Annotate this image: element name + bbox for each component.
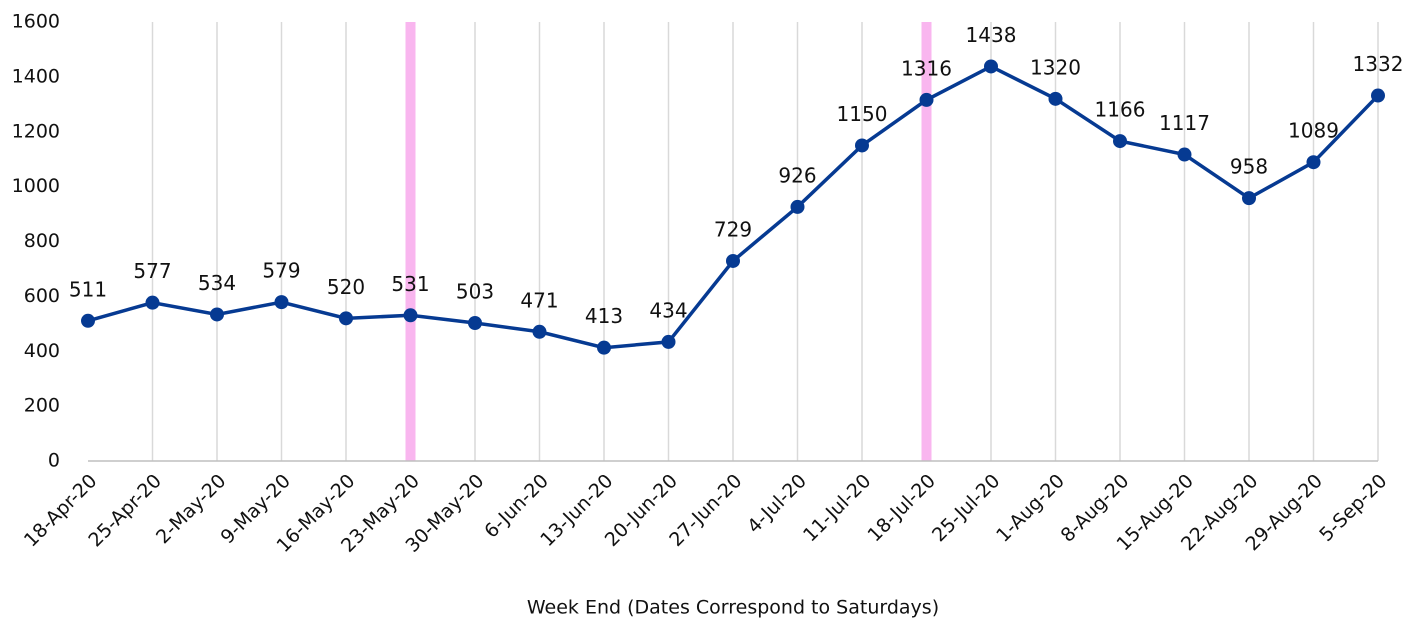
- data-label: 1166: [1095, 98, 1146, 122]
- y-tick-label: 1200: [12, 120, 60, 142]
- y-tick-label: 400: [24, 340, 60, 362]
- data-label: 729: [714, 217, 752, 241]
- y-tick-label: 0: [48, 450, 60, 472]
- x-tick-label: 1-Aug-20: [992, 470, 1069, 547]
- x-tick-label: 18-Jul-20: [864, 470, 940, 546]
- data-label: 1316: [901, 56, 952, 80]
- point: [274, 295, 289, 310]
- point: [403, 308, 418, 323]
- data-label: 531: [391, 272, 429, 296]
- point: [339, 311, 353, 326]
- y-tick-label: 1000: [12, 175, 60, 197]
- point: [1048, 91, 1063, 106]
- point: [210, 307, 224, 322]
- x-axis-title: Week End (Dates Correspond to Saturdays): [527, 597, 939, 619]
- point: [145, 295, 160, 310]
- data-label: 1117: [1159, 111, 1210, 135]
- data-label: 413: [585, 304, 623, 328]
- data-label: 1320: [1030, 55, 1081, 79]
- y-tick-label: 200: [24, 395, 60, 417]
- point: [726, 253, 740, 268]
- data-label: 926: [778, 163, 816, 187]
- data-label: 471: [520, 288, 558, 312]
- y-tick-label: 1400: [12, 65, 60, 87]
- data-label: 1089: [1288, 119, 1339, 143]
- data-label: 577: [133, 259, 171, 283]
- point: [532, 324, 547, 339]
- data-label: 958: [1230, 155, 1268, 179]
- point: [855, 138, 869, 153]
- point: [984, 59, 998, 74]
- x-tick-label: 11-Jul-20: [799, 470, 875, 546]
- point: [1371, 88, 1385, 103]
- point: [919, 92, 934, 107]
- point: [1242, 191, 1256, 206]
- point: [790, 199, 805, 214]
- point: [468, 315, 482, 330]
- data-label: 1332: [1353, 52, 1404, 76]
- highlight-band: [921, 22, 932, 461]
- data-label: 520: [327, 275, 365, 299]
- data-label: 579: [262, 259, 300, 283]
- data-label: 511: [69, 277, 107, 301]
- point: [81, 313, 95, 328]
- highlight-band: [405, 22, 416, 461]
- data-label: 1438: [966, 23, 1017, 47]
- x-tick-label: 4-Jul-20: [743, 470, 811, 538]
- data-label: 434: [649, 298, 687, 322]
- y-tick-label: 800: [24, 230, 60, 252]
- data-label: 534: [198, 271, 236, 295]
- x-tick-label: 25-Jul-20: [928, 470, 1004, 546]
- y-tick-label: 1600: [12, 11, 60, 33]
- point: [1177, 147, 1192, 162]
- point: [1306, 155, 1321, 170]
- x-tick-label: 2-May-20: [152, 470, 230, 548]
- x-tick-label: 5-Sep-20: [1315, 470, 1391, 546]
- data-label: 1150: [837, 102, 888, 126]
- point: [661, 334, 676, 349]
- point: [1113, 134, 1127, 149]
- point: [597, 340, 611, 355]
- y-tick-label: 600: [24, 285, 60, 307]
- data-label: 503: [456, 279, 494, 303]
